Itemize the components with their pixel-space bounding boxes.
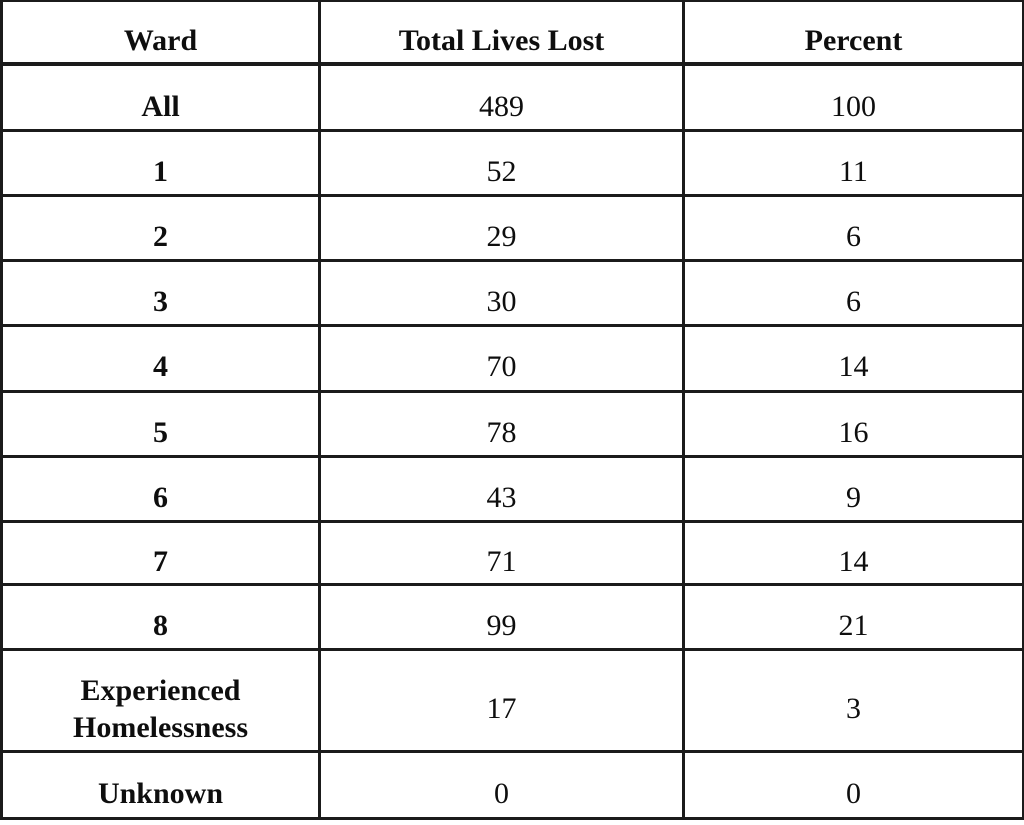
cell-percent: 9 xyxy=(682,454,1024,523)
column-header-ward: Ward xyxy=(0,0,321,66)
cell-ward: 3 xyxy=(0,258,321,327)
table-row-ward-2: 2 29 6 xyxy=(0,193,1024,262)
cell-total-lives-lost: 489 xyxy=(318,62,685,132)
cell-percent: 16 xyxy=(682,389,1024,458)
cell-total-lives-lost: 30 xyxy=(318,258,685,327)
cell-total-lives-lost: 78 xyxy=(318,389,685,458)
cell-ward: Experienced Homelessness xyxy=(0,647,321,753)
table-row-ward-5: 5 78 16 xyxy=(0,389,1024,458)
table-row-ward-6: 6 43 9 xyxy=(0,454,1024,523)
cell-ward: Unknown xyxy=(0,749,321,820)
cell-ward: 5 xyxy=(0,389,321,458)
cell-total-lives-lost: 29 xyxy=(318,193,685,262)
table-row-ward-1: 1 52 11 xyxy=(0,128,1024,197)
cell-percent: 3 xyxy=(682,647,1024,753)
cell-total-lives-lost: 52 xyxy=(318,128,685,197)
cell-total-lives-lost: 71 xyxy=(318,519,685,586)
cell-percent: 100 xyxy=(682,62,1024,132)
cell-ward: All xyxy=(0,62,321,132)
cell-total-lives-lost: 0 xyxy=(318,749,685,820)
cell-percent: 21 xyxy=(682,582,1024,651)
table-row-all: All 489 100 xyxy=(0,62,1024,132)
table-row-experienced-homelessness: Experienced Homelessness 17 3 xyxy=(0,647,1024,753)
column-header-percent: Percent xyxy=(682,0,1024,66)
table-row-ward-7: 7 71 14 xyxy=(0,519,1024,586)
table-row-ward-4: 4 70 14 xyxy=(0,323,1024,393)
cell-ward: 4 xyxy=(0,323,321,393)
cell-percent: 14 xyxy=(682,323,1024,393)
cell-percent: 6 xyxy=(682,258,1024,327)
cell-ward: 2 xyxy=(0,193,321,262)
cell-percent: 0 xyxy=(682,749,1024,820)
table-row-ward-8: 8 99 21 xyxy=(0,582,1024,651)
cell-total-lives-lost: 17 xyxy=(318,647,685,753)
cell-total-lives-lost: 43 xyxy=(318,454,685,523)
cell-total-lives-lost: 99 xyxy=(318,582,685,651)
table-header-row: Ward Total Lives Lost Percent xyxy=(0,0,1024,66)
cell-ward: 8 xyxy=(0,582,321,651)
cell-ward: 6 xyxy=(0,454,321,523)
cell-percent: 14 xyxy=(682,519,1024,586)
cell-ward: 7 xyxy=(0,519,321,586)
cell-percent: 6 xyxy=(682,193,1024,262)
cell-ward: 1 xyxy=(0,128,321,197)
column-header-total-lives-lost: Total Lives Lost xyxy=(318,0,685,66)
cell-percent: 11 xyxy=(682,128,1024,197)
table-row-ward-3: 3 30 6 xyxy=(0,258,1024,327)
table-row-unknown: Unknown 0 0 xyxy=(0,749,1024,820)
cell-total-lives-lost: 70 xyxy=(318,323,685,393)
